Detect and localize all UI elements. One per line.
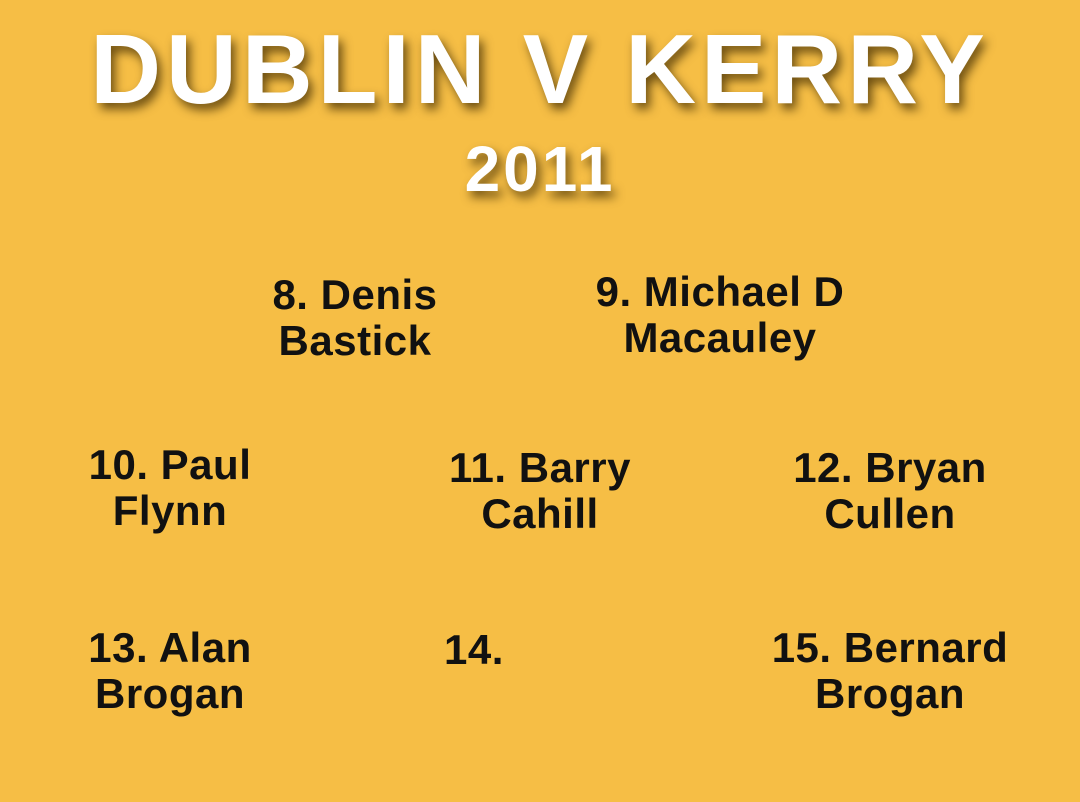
player-line: 11. Barry [449,444,631,491]
player-11: 11. Barry Cahill [360,445,720,537]
player-9: 9. Michael D Macauley [540,269,900,361]
player-line: 9. Michael D [595,268,845,315]
player-line: 10. Paul [88,441,252,488]
player-line: 13. Alan [88,624,252,671]
player-15: 15. Bernard Brogan [710,625,1070,717]
player-line: Brogan [815,670,965,717]
player-line: Macauley [623,314,817,361]
player-line: Brogan [95,670,245,717]
year: 2011 [464,133,616,205]
player-12: 12. Bryan Cullen [710,445,1070,537]
player-14: 14. [294,627,654,673]
player-line: 12. Bryan [793,444,987,491]
player-line: 14. [444,626,504,673]
title: DUBLIN V KERRY [90,14,990,124]
player-line: Bastick [278,317,432,364]
player-line: Cahill [481,490,599,537]
player-line: Flynn [112,487,228,534]
player-13: 13. Alan Brogan [0,625,350,717]
player-line: 15. Bernard [771,624,1009,671]
player-line: 8. Denis [272,271,438,318]
player-8: 8. Denis Bastick [175,272,535,364]
player-10: 10. Paul Flynn [0,442,350,534]
player-line: Cullen [824,490,956,537]
